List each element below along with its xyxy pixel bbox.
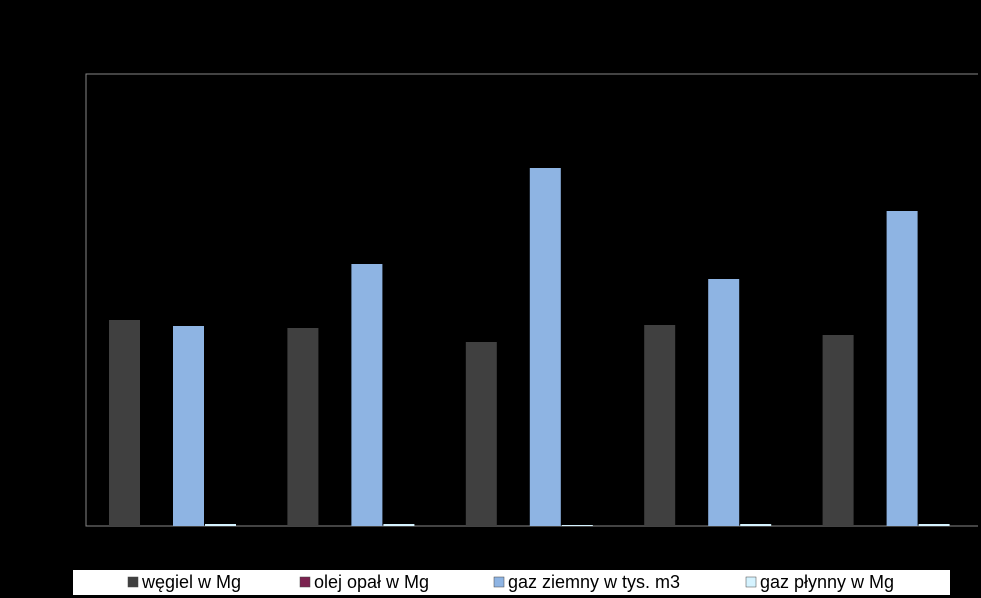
legend-swatch xyxy=(127,576,139,588)
bar xyxy=(351,264,383,526)
legend-label: gaz ziemny w tys. m3 xyxy=(508,572,680,592)
legend-swatch xyxy=(493,576,505,588)
bar xyxy=(561,525,593,526)
bar xyxy=(886,211,918,526)
legend-swatch xyxy=(299,576,311,588)
bar xyxy=(529,168,561,526)
legend-label: olej opał w Mg xyxy=(314,572,429,592)
legend-swatch xyxy=(745,576,757,588)
bar xyxy=(205,524,236,526)
bar xyxy=(465,342,497,526)
legend xyxy=(73,570,950,595)
bar xyxy=(822,335,854,526)
bar xyxy=(109,320,140,526)
bar xyxy=(918,524,950,526)
bar xyxy=(708,279,740,526)
bar xyxy=(740,524,772,526)
bar xyxy=(287,328,319,526)
bar xyxy=(173,326,204,526)
bar xyxy=(383,524,415,526)
bar xyxy=(644,325,676,526)
legend-label: gaz płynny w Mg xyxy=(760,572,894,592)
legend-label: węgiel w Mg xyxy=(141,572,241,592)
